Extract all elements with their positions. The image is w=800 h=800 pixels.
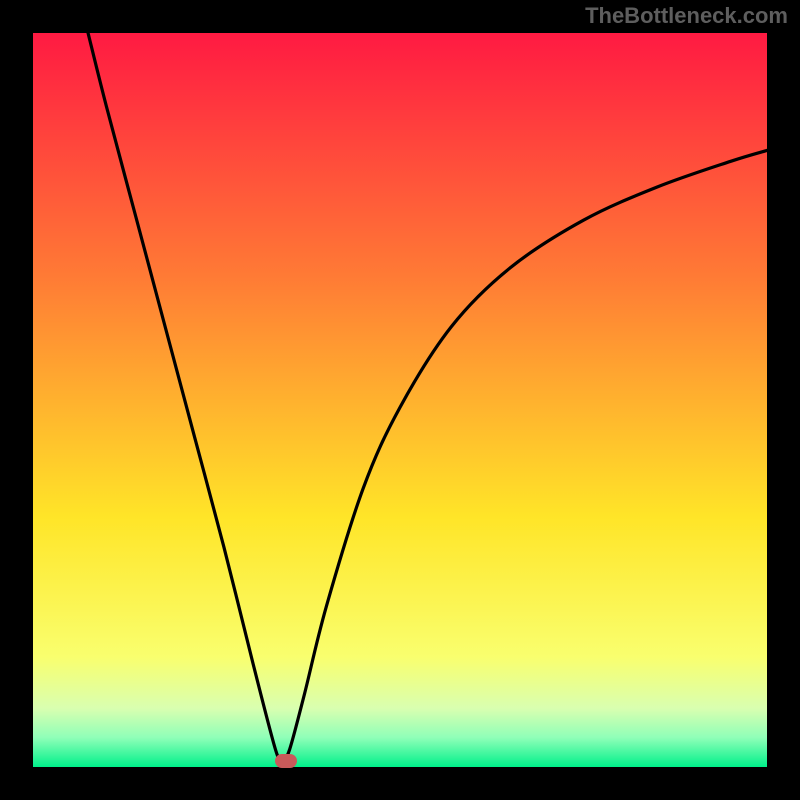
curve-svg xyxy=(33,33,767,767)
watermark-text: TheBottleneck.com xyxy=(585,3,788,29)
minimum-marker xyxy=(275,754,297,768)
chart-container: TheBottleneck.com xyxy=(0,0,800,800)
plot-area xyxy=(33,33,767,767)
bottleneck-curve xyxy=(88,33,767,763)
